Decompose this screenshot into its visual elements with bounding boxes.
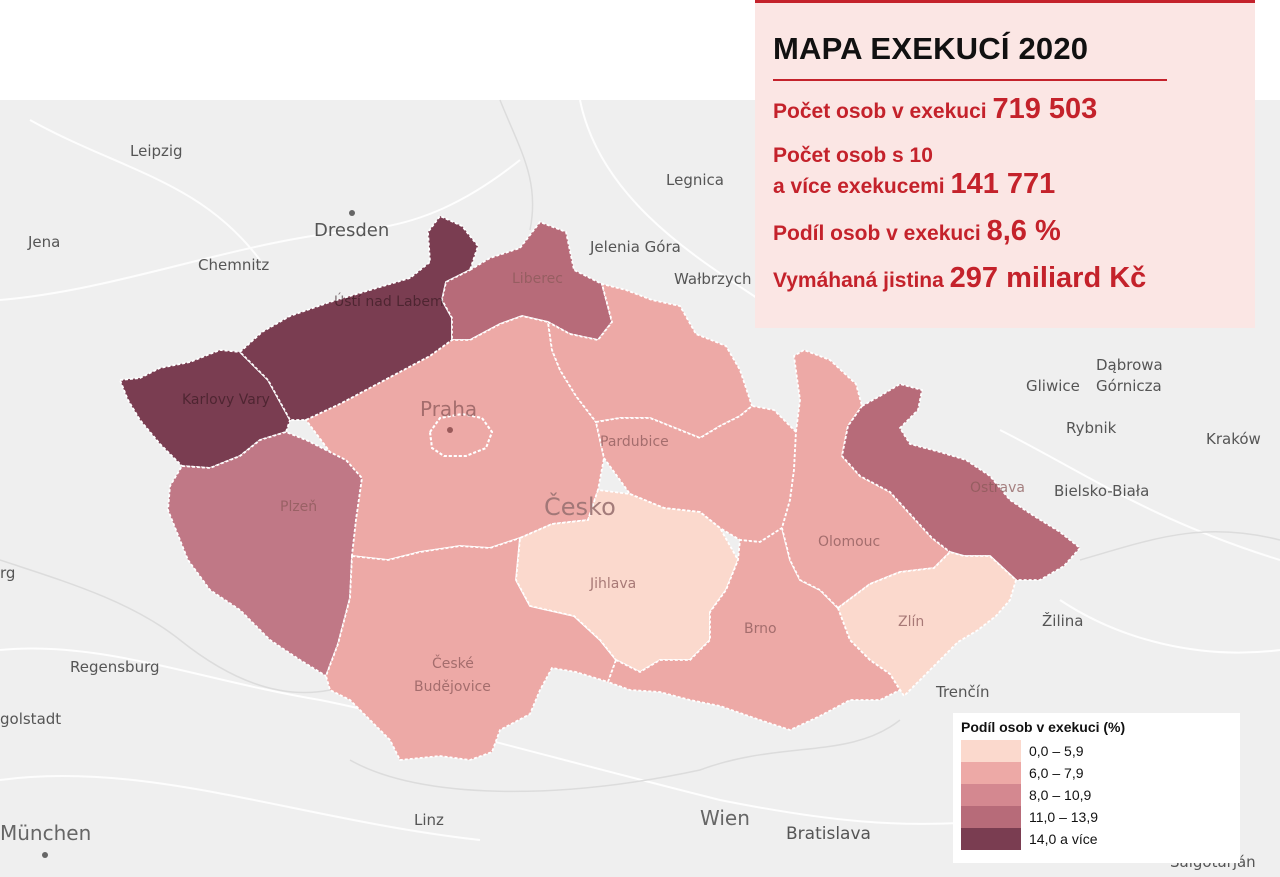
stat-label: Vymáhaná jistina — [773, 269, 944, 292]
region-cb[interactable] — [325, 536, 618, 761]
city-trencin: Trenčín — [935, 683, 989, 701]
city-dot-dresden — [349, 210, 355, 216]
stat-value: 297 miliard Kč — [949, 262, 1147, 294]
legend-swatch — [961, 828, 1021, 850]
city-jena: Jena — [27, 233, 60, 251]
regions — [118, 214, 1082, 761]
city-gliwice: Gliwice — [1026, 377, 1080, 395]
stat-value: 719 503 — [992, 93, 1098, 125]
legend-swatch — [961, 740, 1021, 762]
label-usti: Ústí nad Labem — [334, 292, 444, 310]
label-country: Česko — [544, 491, 616, 521]
city-wien: Wien — [700, 806, 750, 830]
city-krakow: Kraków — [1206, 430, 1261, 448]
legend-label: 11,0 – 13,9 — [1029, 809, 1099, 825]
legend-swatch — [961, 806, 1021, 828]
city-bratislava: Bratislava — [786, 824, 871, 844]
summary-title: MAPA EXEKUCÍ 2020 — [773, 31, 1089, 66]
legend-label: 6,0 – 7,9 — [1029, 765, 1084, 781]
stat-label-line1: Počet osob s 10 — [773, 144, 933, 167]
legend-label: 8,0 – 10,9 — [1029, 787, 1092, 803]
city-bielsko-biala: Bielsko-Biała — [1054, 482, 1149, 500]
label-pardubice: Pardubice — [600, 434, 669, 450]
legend-item: 11,0 – 13,9 — [961, 806, 1232, 828]
title-divider — [773, 79, 1167, 81]
city-leipzig: Leipzig — [130, 142, 183, 160]
region-labels: Karlovy Vary Ústí nad Labem Liberec Ostr… — [182, 271, 1025, 695]
stat-label: Podíl osob v exekuci — [773, 222, 981, 245]
map-legend: Podíl osob v exekuci (%) 0,0 – 5,9 6,0 –… — [953, 713, 1240, 863]
basemap-borders — [0, 99, 1280, 793]
legend-label: 14,0 a více — [1029, 831, 1098, 847]
region-jihlava[interactable] — [515, 489, 739, 674]
legend-swatch — [961, 784, 1021, 806]
legend-swatch — [961, 762, 1021, 784]
legend-item: 0,0 – 5,9 — [961, 740, 1232, 762]
city-zilina: Žilina — [1042, 611, 1083, 630]
legend-item: 6,0 – 7,9 — [961, 762, 1232, 784]
label-cb-line1: České — [432, 654, 474, 672]
legend-item: 8,0 – 10,9 — [961, 784, 1232, 806]
city-labels: Leipzig Dresden Jena Chemnitz Legnica Je… — [0, 142, 1261, 871]
city-dresden: Dresden — [314, 220, 389, 241]
label-karlovy-vary: Karlovy Vary — [182, 392, 270, 408]
region-karlovy-vary[interactable] — [118, 349, 291, 469]
label-praha: Praha — [420, 397, 477, 421]
region-zlin[interactable] — [836, 550, 1018, 698]
city-munchen: München — [0, 821, 91, 845]
city-jelenia-gora: Jelenia Góra — [589, 238, 681, 256]
stat-label: Počet osob v exekuci — [773, 100, 987, 123]
stat-label-line2: a více exekucemi — [773, 175, 945, 198]
stat-persons-in-execution: Počet osob v exekuci 719 503 — [773, 95, 1235, 126]
city-ingolstadt: golstadt — [0, 710, 61, 728]
city-partial-rg: rg — [0, 564, 15, 582]
stat-share: Podíl osob v exekuci 8,6 % — [773, 217, 1235, 248]
praha-outline — [428, 412, 494, 457]
stat-persons-10-plus: Počet osob s 10 a více exekucemi 141 771 — [773, 142, 1235, 201]
legend-label: 0,0 – 5,9 — [1029, 743, 1084, 759]
region-ostrava[interactable] — [841, 383, 1082, 581]
label-jihlava: Jihlava — [589, 576, 636, 592]
city-dabrowa: Dąbrowa — [1096, 356, 1163, 374]
summary-panel: MAPA EXEKUCÍ 2020 Počet osob v exekuci 7… — [755, 0, 1255, 328]
praha-dot — [447, 427, 453, 433]
legend-item: 14,0 a více — [961, 828, 1232, 850]
city-linz: Linz — [414, 811, 444, 829]
label-olomouc: Olomouc — [818, 534, 880, 550]
label-zlin: Zlín — [898, 614, 924, 630]
region-plzen[interactable] — [167, 431, 363, 678]
stat-value: 8,6 % — [986, 215, 1061, 247]
city-walbrzych: Wałbrzych — [674, 270, 752, 288]
city-regensburg: Regensburg — [70, 658, 160, 676]
label-plzen: Plzeň — [280, 499, 317, 515]
city-dot-munchen — [42, 852, 48, 858]
city-rybnik: Rybnik — [1066, 419, 1117, 437]
label-liberec: Liberec — [512, 271, 563, 287]
label-brno: Brno — [744, 621, 777, 637]
stat-principal: Vymáhaná jistina 297 miliard Kč — [773, 264, 1235, 295]
label-cb-line2: Budějovice — [414, 679, 491, 695]
city-gornicza: Górnicza — [1096, 377, 1162, 395]
label-ostrava: Ostrava — [970, 480, 1025, 496]
city-chemnitz: Chemnitz — [198, 256, 269, 274]
legend-title: Podíl osob v exekuci (%) — [961, 719, 1126, 735]
stat-value: 141 771 — [950, 168, 1056, 200]
city-legnica: Legnica — [666, 171, 724, 189]
